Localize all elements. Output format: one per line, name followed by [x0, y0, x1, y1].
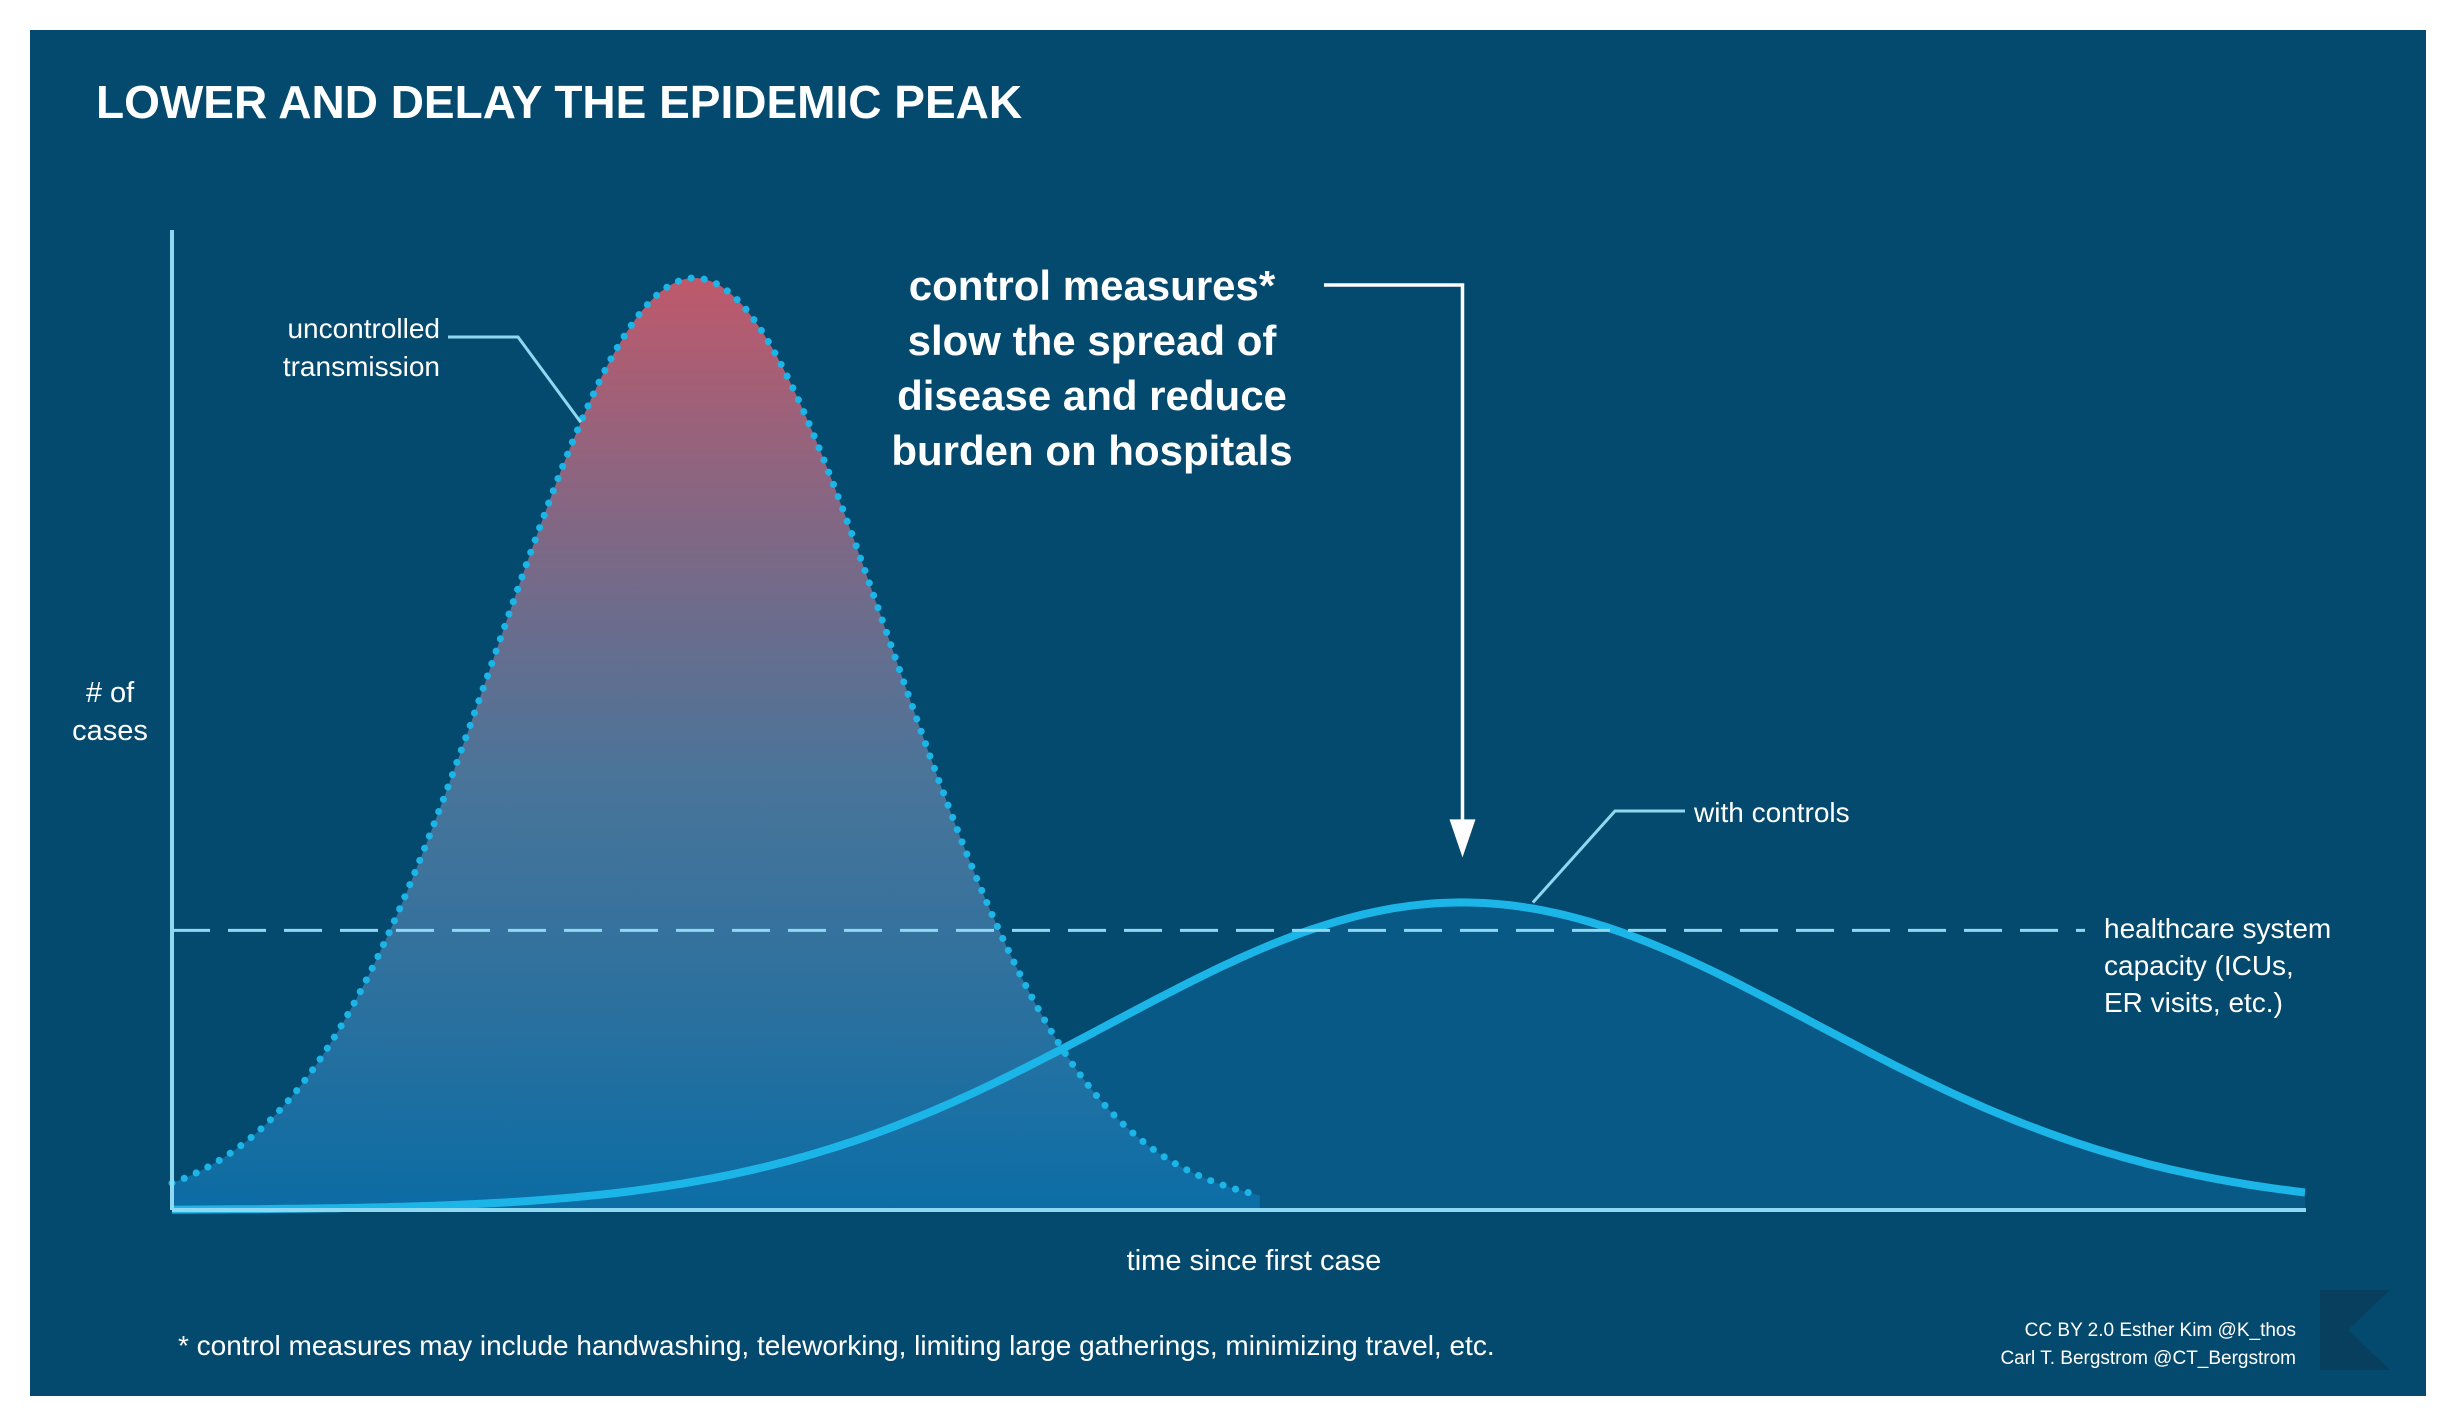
uncontrolled-area [172, 278, 1260, 1210]
capacity-label-line-1: healthcare system [2104, 913, 2331, 944]
uncontrolled-label-line-2: transmission [283, 351, 440, 382]
uncontrolled-label-line-1: uncontrolled [287, 313, 440, 344]
uncontrolled-curve [168, 274, 1264, 1199]
capacity-label-line-2: capacity (ICUs, [2104, 950, 2294, 981]
with-controls-label: with controls [1693, 797, 1850, 828]
credit-line-2: Carl T. Bergstrom @CT_Bergstrom [2000, 1348, 2296, 1369]
chart-panel: LOWER AND DELAY THE EPIDEMIC PEAK # of c… [30, 30, 2426, 1396]
epidemic-curve-chart: LOWER AND DELAY THE EPIDEMIC PEAK # of c… [72, 76, 2390, 1370]
logo-icon [2320, 1290, 2390, 1370]
annotation-line-3: disease and reduce [897, 372, 1287, 419]
annotation-line-4: burden on hospitals [891, 427, 1292, 474]
capacity-label-line-3: ER visits, etc.) [2104, 987, 2283, 1018]
credit-line-1: CC BY 2.0 Esther Kim @K_thos [2025, 1320, 2296, 1341]
controlled-leader-line [1531, 809, 1685, 904]
controlled-curve [172, 898, 2306, 1214]
controlled-area [172, 902, 2305, 1210]
footnote: * control measures may include handwashi… [178, 1330, 1495, 1361]
annotation-line-2: slow the spread of [908, 317, 1278, 364]
uncontrolled-leader-line [448, 335, 583, 424]
y-axis-label-line-2: cases [72, 715, 148, 747]
annotation-arrow [1324, 283, 1465, 838]
y-axis-label-line-1: # of [86, 677, 135, 709]
arrowhead-icon [1449, 819, 1476, 858]
x-axis-label: time since first case [1127, 1245, 1382, 1277]
annotation-line-1: control measures* [909, 262, 1276, 309]
chart-title: LOWER AND DELAY THE EPIDEMIC PEAK [96, 76, 1022, 128]
